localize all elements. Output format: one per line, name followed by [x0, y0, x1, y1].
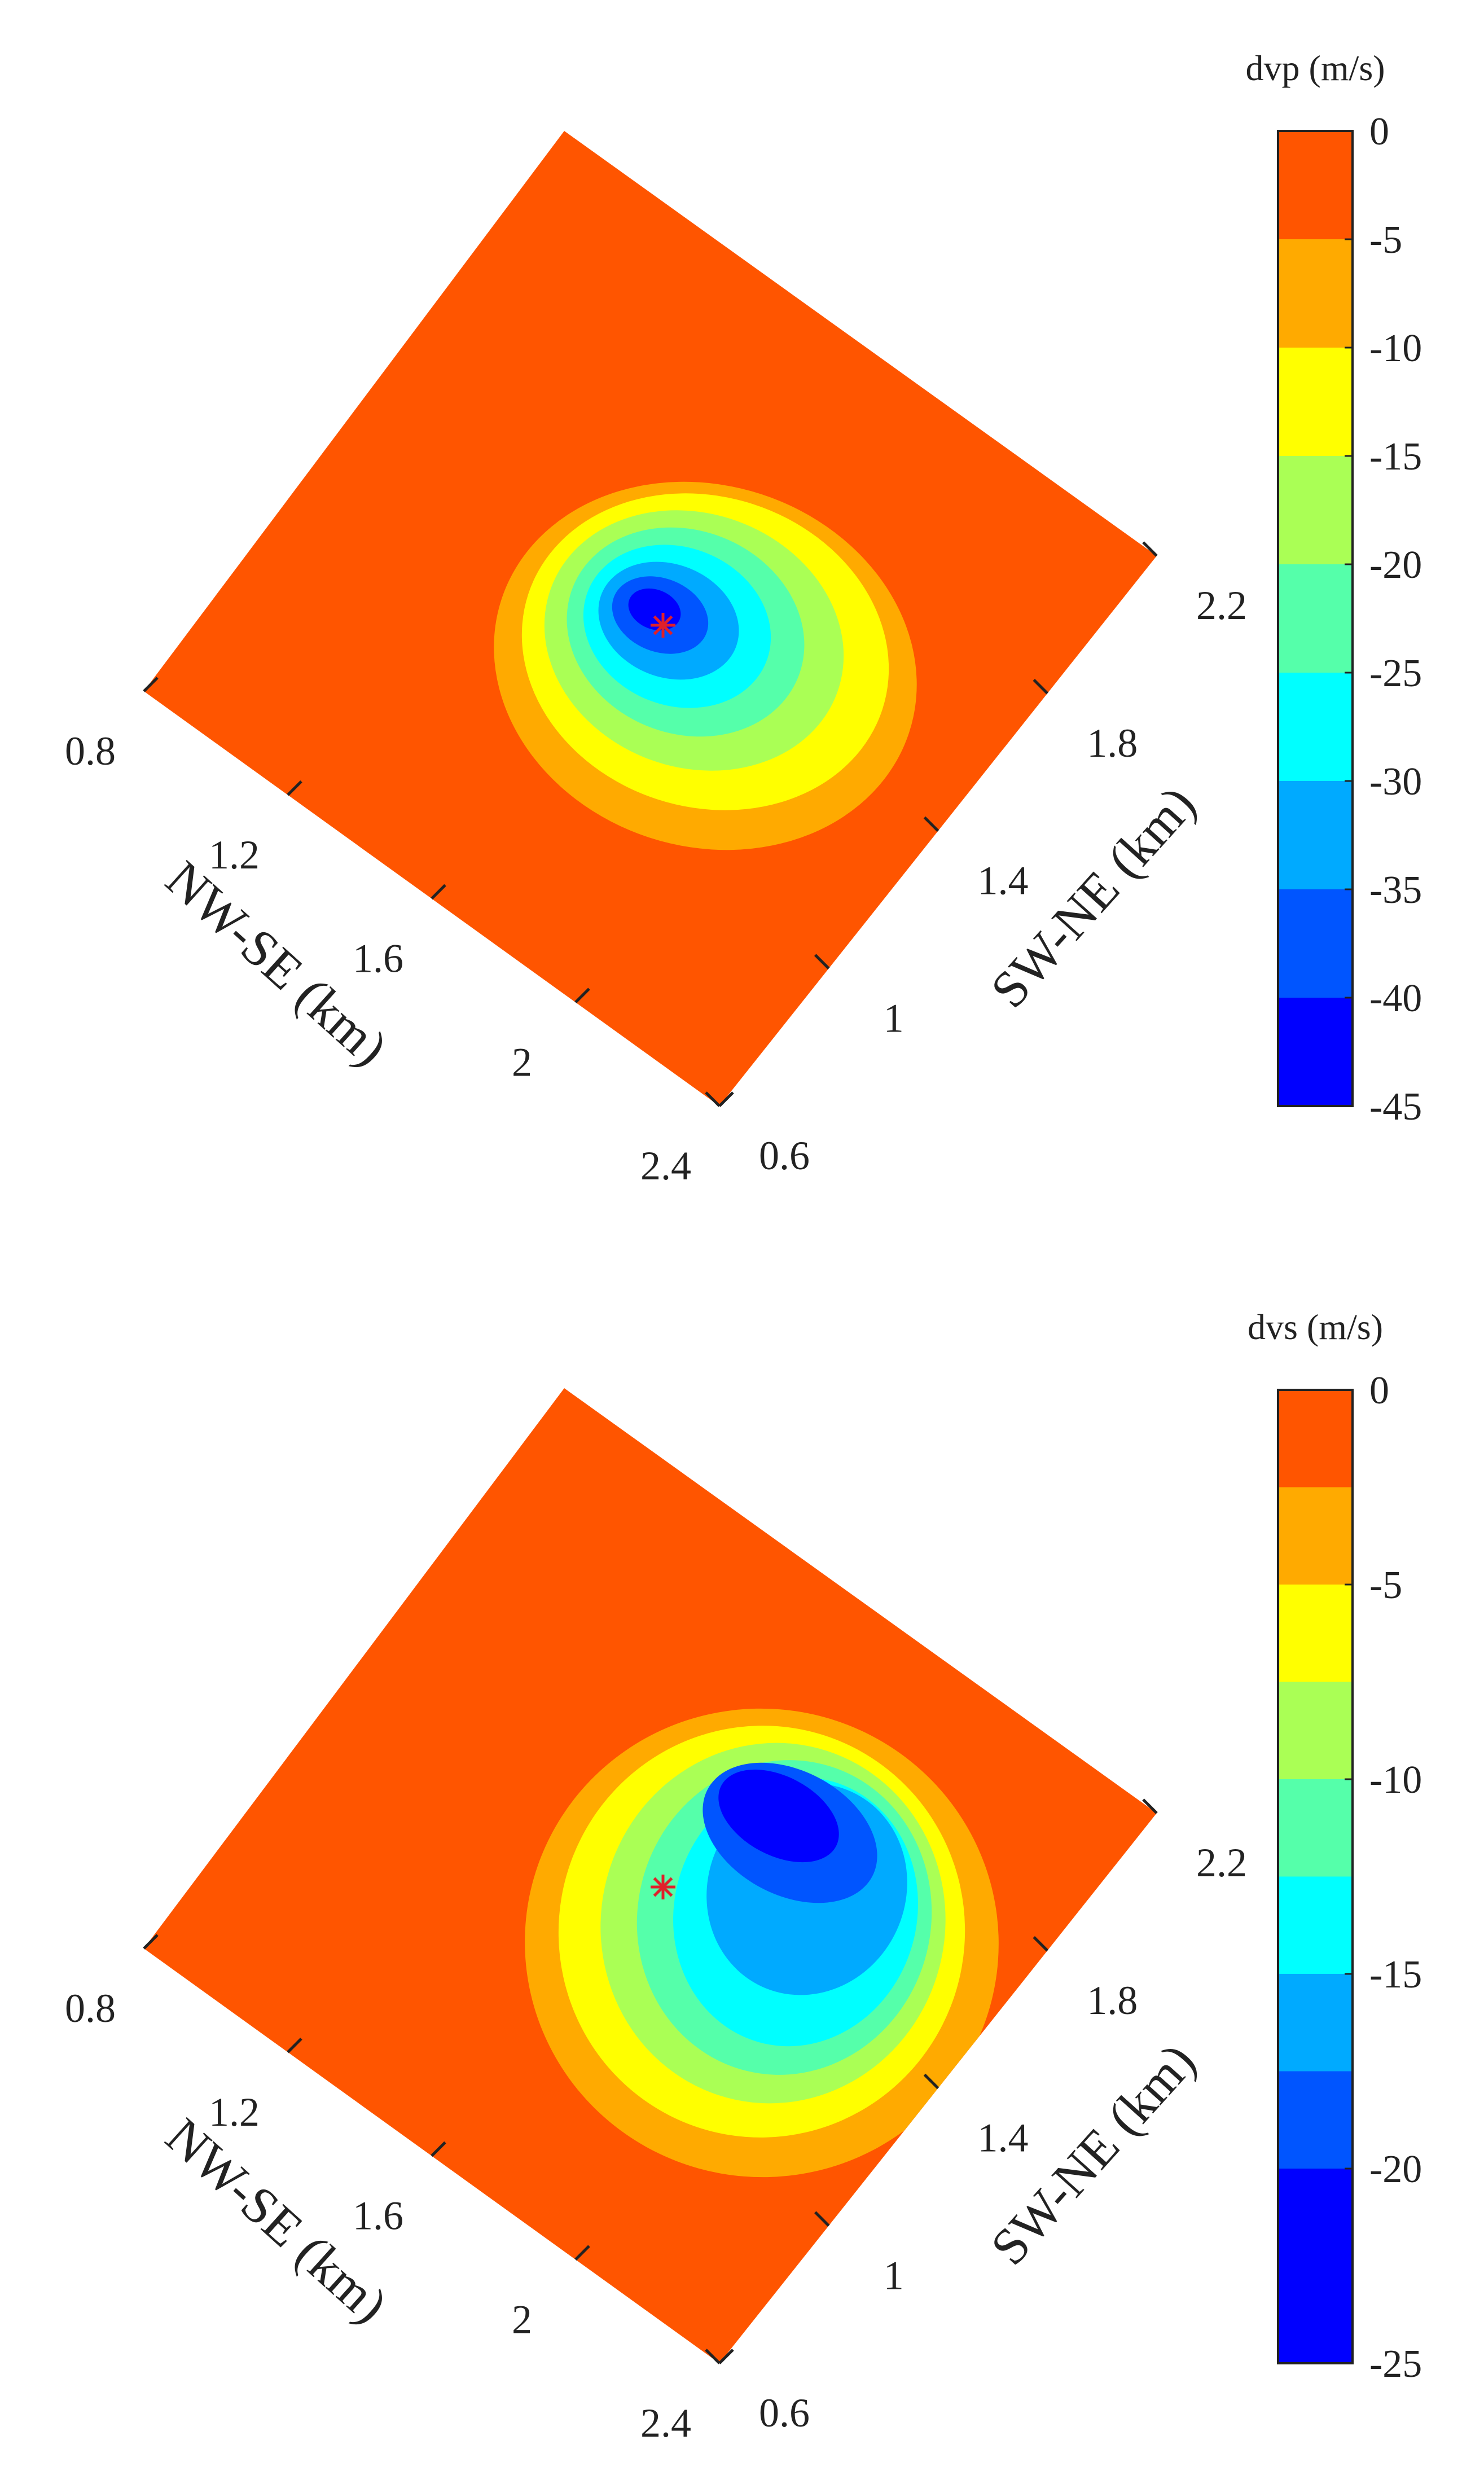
sw-ne-tick-label: 1	[884, 2253, 904, 2298]
nw-se-tick-label: 1.6	[353, 2193, 403, 2239]
sw-ne-tick-label: 2.2	[1196, 583, 1247, 628]
nw-se-tick	[574, 2245, 590, 2261]
nw-se-tick-label: 2	[512, 2297, 532, 2342]
sw-ne-tick-label: 0.6	[759, 2390, 810, 2435]
sw-ne-tick	[705, 1091, 721, 1107]
sw-ne-tick	[923, 816, 939, 832]
sw-ne-tick-label: 1.4	[978, 858, 1029, 903]
colorbar-segment	[1278, 456, 1353, 565]
colorbar-tick-label: -5	[1369, 1564, 1402, 1607]
nw-se-tick-label: 2.4	[640, 1143, 691, 1188]
contour-levels	[525, 1708, 999, 2178]
sw-ne-tick	[705, 2349, 721, 2364]
nw-se-tick-label: 0.8	[65, 729, 116, 774]
colorbar-segment	[1278, 239, 1353, 348]
colorbar-segment	[1278, 1974, 1353, 2072]
colorbar-tick-label: -5	[1369, 218, 1402, 262]
sw-ne-tick	[923, 2073, 939, 2090]
nw-se-tick-label: 1.2	[209, 832, 260, 877]
sw-ne-tick-label: 1.8	[1087, 1978, 1138, 2023]
nw-se-tick-label: 0.8	[65, 1986, 116, 2031]
event-marker	[651, 613, 675, 638]
colorbar-segment	[1278, 2071, 1353, 2169]
colorbar-segment	[1278, 131, 1353, 240]
nw-se-tick	[574, 988, 590, 1004]
sw-ne-tick	[1142, 1798, 1158, 1814]
colorbar-segment	[1278, 1682, 1353, 1780]
event-marker	[651, 1875, 675, 1899]
colorbar-tick-label: -45	[1369, 1085, 1422, 1129]
colorbar-tick-label: -30	[1369, 760, 1422, 804]
colorbar-title: dvp (m/s)	[1245, 48, 1385, 88]
panel-top: 0.81.21.622.4NW-SE (km)0.611.41.82.2SW-N…	[65, 48, 1422, 1188]
colorbar-segment	[1278, 1487, 1353, 1585]
colorbar: 0 -5 -10 -15 -20 -25 -30 -35 -40 -45 dvp (m/s)	[1245, 48, 1422, 1129]
nw-se-tick-label: 1.6	[353, 936, 403, 981]
colorbar-tick-label: -20	[1369, 2148, 1422, 2191]
nw-se-tick	[287, 780, 302, 796]
sw-ne-tick-label: 0.6	[759, 1133, 810, 1178]
colorbar-tick-label: 0	[1369, 1369, 1389, 1412]
colorbar-segment	[1278, 1585, 1353, 1682]
panel-bottom: 0.81.21.622.4NW-SE (km)0.611.41.82.2SW-N…	[65, 1307, 1422, 2446]
colorbar-tick-label: -20	[1369, 543, 1422, 587]
colorbar-tick-label: 0	[1369, 110, 1389, 153]
nw-se-tick	[431, 2141, 446, 2157]
sw-ne-tick	[1142, 541, 1158, 557]
colorbar-segment	[1278, 1390, 1353, 1487]
colorbar-segment	[1278, 673, 1353, 782]
sw-ne-tick	[814, 2211, 830, 2227]
colorbar-tick-label: -10	[1369, 1758, 1422, 1802]
colorbar-tick-label: -15	[1369, 435, 1422, 479]
nw-se-tick	[287, 2037, 302, 2053]
colorbar-segment	[1278, 998, 1353, 1107]
nw-se-tick-label: 1.2	[209, 2090, 260, 2135]
colorbar: 0 -5 -10 -15 -20 -25 dvs (m/s)	[1248, 1307, 1422, 2386]
colorbar-tick-label: -25	[1369, 2342, 1422, 2386]
colorbar-segment	[1278, 348, 1353, 457]
sw-ne-tick-label: 1	[884, 995, 904, 1041]
sw-ne-tick	[1033, 1936, 1049, 1952]
sw-ne-tick-label: 1.4	[978, 2116, 1029, 2161]
contour-level-8	[718, 1769, 839, 1863]
colorbar-tick-label: -25	[1369, 652, 1422, 695]
colorbar-title: dvs (m/s)	[1248, 1307, 1383, 1347]
colorbar-tick-label: -10	[1369, 327, 1422, 370]
colorbar-segment	[1278, 1876, 1353, 1974]
sw-ne-tick	[814, 954, 830, 970]
colorbar-tick-label: -35	[1369, 868, 1422, 912]
sw-ne-tick-label: 2.2	[1196, 1840, 1247, 1885]
nw-se-tick	[718, 1091, 734, 1107]
colorbar-tick-label: -40	[1369, 977, 1422, 1020]
colorbar-segment	[1278, 1779, 1353, 1877]
nw-se-tick	[431, 884, 446, 900]
nw-se-tick	[143, 677, 159, 692]
sw-ne-tick	[1033, 678, 1049, 695]
colorbar-segment	[1278, 889, 1353, 998]
colorbar-segment	[1278, 2266, 1353, 2364]
nw-se-tick	[143, 1934, 159, 1950]
colorbar-tick-label: -15	[1369, 1953, 1422, 1996]
colorbar-segment	[1278, 2169, 1353, 2266]
nw-se-tick	[718, 2349, 734, 2364]
colorbar-segment	[1278, 781, 1353, 890]
nw-se-tick-label: 2	[512, 1039, 532, 1085]
colorbar-segment	[1278, 564, 1353, 673]
sw-ne-tick-label: 1.8	[1087, 721, 1138, 766]
nw-se-tick-label: 2.4	[640, 2401, 691, 2446]
